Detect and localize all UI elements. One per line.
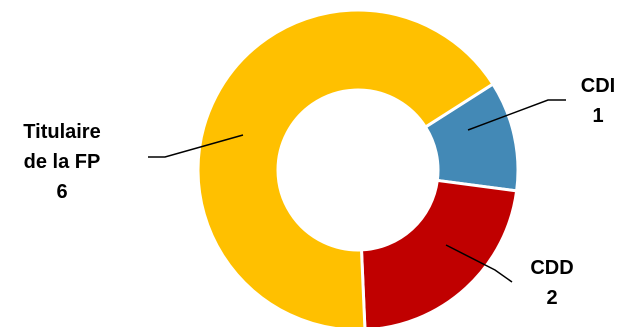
data-label-2-line-1: de la FP (24, 151, 101, 173)
leader-line-0 (467, 99, 566, 131)
data-label-0-line-0: CDI (581, 75, 615, 97)
data-label-0: CDI 1 (581, 75, 615, 127)
data-label-1-line-0: CDD (530, 257, 573, 279)
leader-line-1 (445, 244, 513, 283)
donut-slices (196, 8, 520, 327)
data-label-2-line-2: 6 (56, 181, 67, 203)
slice-1 (359, 178, 519, 327)
data-label-2-line-0: Titulaire (23, 121, 100, 143)
data-labels: CDI 1 CDD 2 Titulaire de la FP 6 (23, 75, 615, 309)
slice-2 (196, 8, 496, 327)
leader-lines (148, 99, 566, 283)
data-label-1-line-1: 2 (546, 287, 557, 309)
leader-line-2 (148, 134, 244, 158)
data-label-1: CDD 2 (530, 257, 573, 309)
data-label-0-line-1: 1 (592, 105, 603, 127)
data-label-2: Titulaire de la FP 6 (23, 121, 100, 203)
